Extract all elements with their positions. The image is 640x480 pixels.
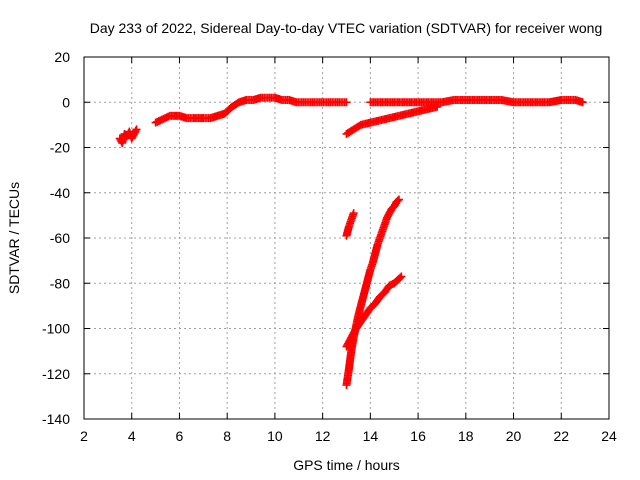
x-tick-label: 20: [506, 428, 522, 444]
y-tick-label: -100: [42, 321, 70, 337]
data-point: [132, 125, 141, 134]
series-rising-track: [342, 102, 442, 138]
data-point: [578, 98, 587, 107]
y-axis-label: SDTVAR / TECUs: [6, 182, 22, 294]
series-afternoon-band: [366, 95, 587, 107]
x-tick-label: 18: [458, 428, 474, 444]
data-series: [115, 93, 587, 390]
data-point: [395, 195, 403, 204]
data-point: [342, 98, 351, 107]
chart-title: Day 233 of 2022, Sidereal Day-to-day VTE…: [90, 20, 603, 36]
x-tick-label: 2: [80, 428, 88, 444]
x-tick-label: 12: [315, 428, 331, 444]
y-tick-label: -40: [50, 185, 70, 201]
x-tick-label: 24: [601, 428, 617, 444]
series-morning-band: [151, 93, 351, 127]
series-early-cluster: [115, 125, 141, 147]
series-short-drop: [342, 209, 358, 240]
x-tick-label: 8: [223, 428, 231, 444]
x-tick-label: 10: [267, 428, 283, 444]
data-point-fill: [396, 273, 405, 282]
data-point-fill: [393, 196, 402, 205]
y-tick-label: -140: [42, 411, 70, 427]
y-tick-label: -80: [50, 275, 70, 291]
x-tick-label: 6: [176, 428, 184, 444]
x-tick-label: 14: [363, 428, 379, 444]
series-crossing-track: [342, 272, 406, 351]
y-tick-label: 0: [62, 94, 70, 110]
x-axis-label: GPS time / hours: [293, 457, 400, 473]
series-deep-track: [342, 195, 403, 390]
y-tick-label: 20: [54, 49, 70, 65]
data-point: [397, 272, 406, 281]
x-tick-label: 4: [128, 428, 136, 444]
data-point: [349, 209, 358, 218]
x-tick-label: 22: [553, 428, 569, 444]
y-tick-label: -20: [50, 140, 70, 156]
x-tick-label: 16: [410, 428, 426, 444]
data-point: [433, 102, 442, 111]
y-tick-label: -120: [42, 366, 70, 382]
y-tick-label: -60: [50, 230, 70, 246]
axis-ticks: 2 4 6 8 10 12 14 16 18 20 22 24200-20-40-60-80-100-…: [42, 49, 617, 444]
